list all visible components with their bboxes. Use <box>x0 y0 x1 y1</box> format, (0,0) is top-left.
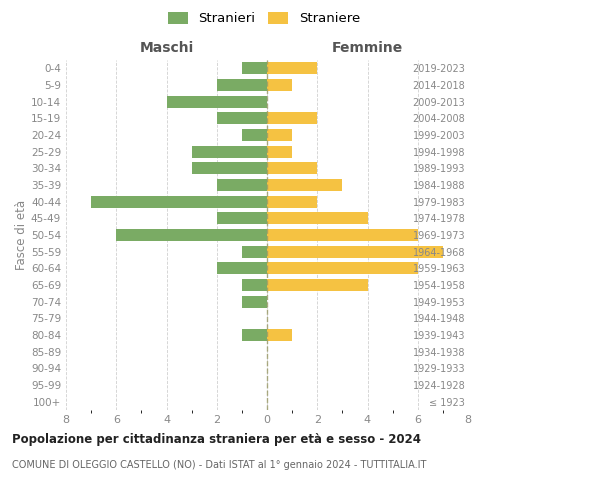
Bar <box>191 162 267 174</box>
Bar <box>267 262 418 274</box>
Bar <box>267 79 292 91</box>
Y-axis label: Anni di nascita: Anni di nascita <box>597 192 600 278</box>
Bar <box>91 196 267 207</box>
Bar <box>242 329 267 341</box>
Text: Femmine: Femmine <box>332 41 403 55</box>
Bar <box>191 146 267 158</box>
Bar <box>167 96 267 108</box>
Bar <box>267 279 367 291</box>
Bar <box>217 179 267 191</box>
Bar <box>267 212 367 224</box>
Text: COMUNE DI OLEGGIO CASTELLO (NO) - Dati ISTAT al 1° gennaio 2024 - TUTTITALIA.IT: COMUNE DI OLEGGIO CASTELLO (NO) - Dati I… <box>12 460 427 469</box>
Bar <box>217 112 267 124</box>
Bar <box>242 296 267 308</box>
Bar <box>267 246 443 258</box>
Bar <box>267 179 343 191</box>
Bar <box>267 329 292 341</box>
Bar <box>242 246 267 258</box>
Bar <box>217 262 267 274</box>
Bar <box>267 146 292 158</box>
Bar <box>217 212 267 224</box>
Bar <box>267 196 317 207</box>
Text: Popolazione per cittadinanza straniera per età e sesso - 2024: Popolazione per cittadinanza straniera p… <box>12 432 421 446</box>
Bar <box>267 62 317 74</box>
Text: Maschi: Maschi <box>139 41 194 55</box>
Bar <box>242 279 267 291</box>
Bar <box>267 112 317 124</box>
Bar <box>217 79 267 91</box>
Legend: Stranieri, Straniere: Stranieri, Straniere <box>165 9 363 28</box>
Bar <box>242 129 267 141</box>
Bar <box>267 229 418 241</box>
Bar <box>242 62 267 74</box>
Bar <box>116 229 267 241</box>
Y-axis label: Fasce di età: Fasce di età <box>15 200 28 270</box>
Bar <box>267 162 317 174</box>
Bar <box>267 129 292 141</box>
